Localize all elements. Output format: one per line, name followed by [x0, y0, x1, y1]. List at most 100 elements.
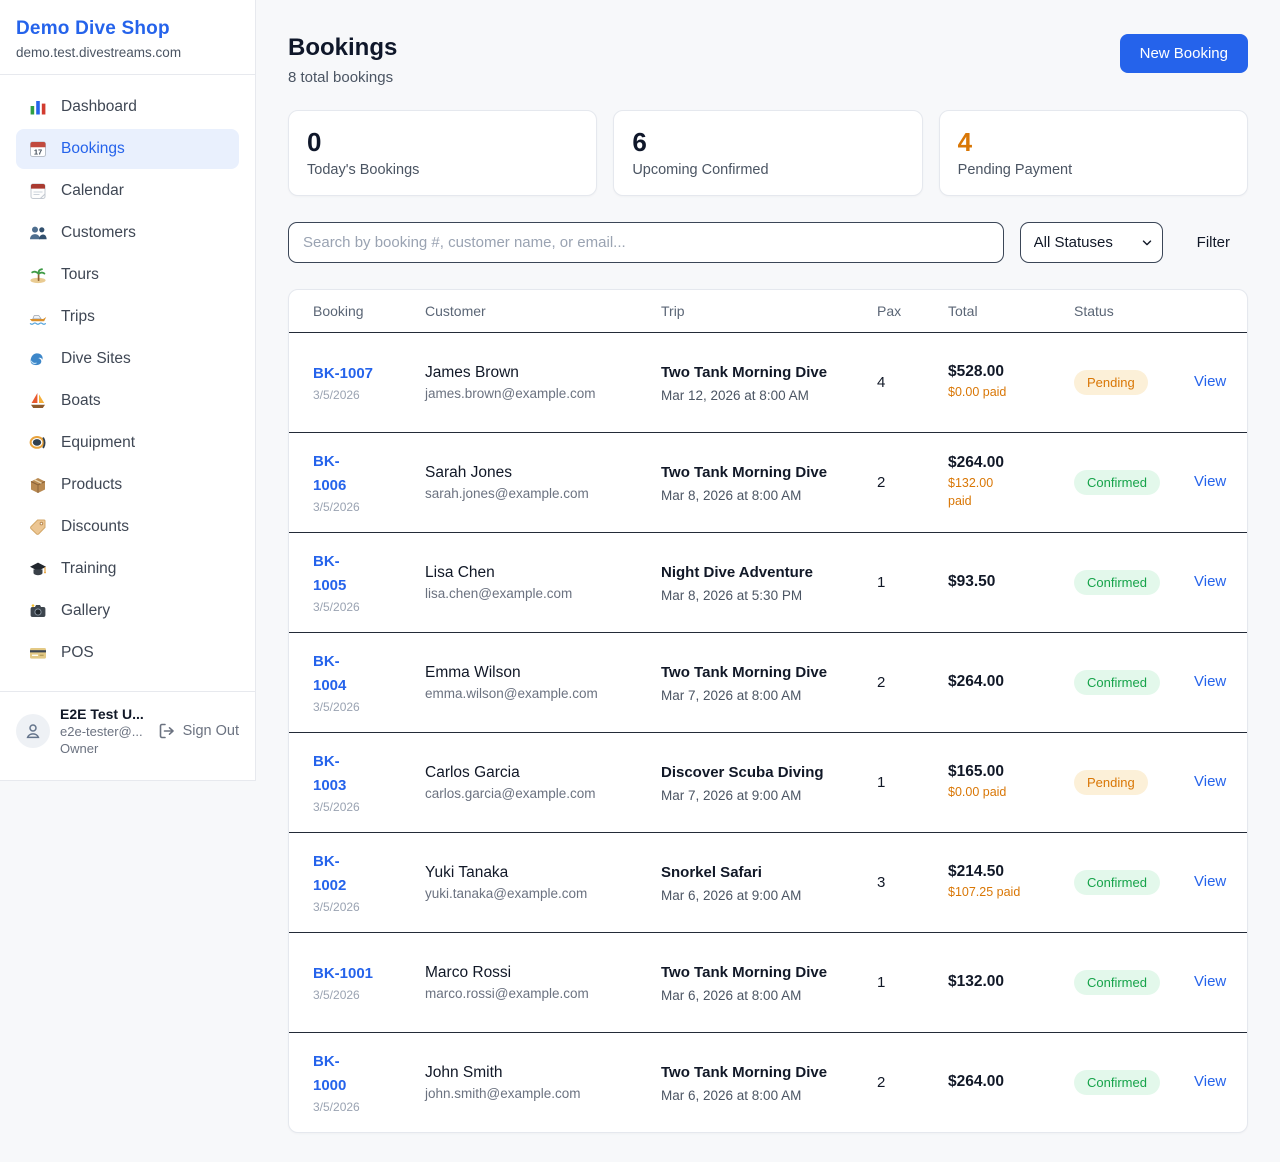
total-cell: $214.50 $107.25 paid — [948, 863, 1074, 902]
sidebar-item-tours[interactable]: Tours — [16, 255, 239, 295]
bookings-table: Booking Customer Trip Pax Total Status B… — [288, 288, 1248, 1133]
sidebar-item-dashboard[interactable]: Dashboard — [16, 87, 239, 127]
view-link[interactable]: View — [1194, 373, 1227, 391]
view-cell: View — [1194, 1073, 1226, 1091]
view-cell: View — [1194, 373, 1226, 391]
trip-cell: Two Tank Morning Dive Mar 12, 2026 at 8:… — [661, 361, 877, 403]
view-link[interactable]: View — [1194, 573, 1227, 591]
view-link[interactable]: View — [1194, 473, 1227, 491]
trip-cell: Discover Scuba Diving Mar 7, 2026 at 9:0… — [661, 761, 877, 803]
booking-date: 3/5/2026 — [313, 388, 360, 403]
sidebar-item-calendar[interactable]: Calendar — [16, 171, 239, 211]
booking-date: 3/5/2026 — [313, 499, 360, 514]
booking-id-link[interactable]: BK-1006 — [313, 453, 347, 494]
customer-cell: James Brown james.brown@example.com — [425, 364, 661, 401]
brand-link[interactable]: Demo Dive Shop — [16, 18, 170, 39]
booking-id-link[interactable]: BK-1005 — [313, 553, 347, 594]
nav-item-label: Gallery — [61, 602, 111, 619]
total-amount: $264.00 — [948, 454, 1005, 472]
booking-id-link[interactable]: BK-1002 — [313, 853, 347, 894]
booking-date: 3/5/2026 — [313, 799, 360, 814]
search-input[interactable] — [288, 221, 1004, 263]
trip-datetime: Mar 8, 2026 at 8:00 AM — [661, 488, 802, 504]
table-row: BK-1005 3/5/2026 Lisa Chen lisa.chen@exa… — [289, 531, 1247, 632]
view-cell: View — [1194, 873, 1226, 891]
sidebar-item-equipment[interactable]: Equipment — [16, 423, 239, 463]
view-link[interactable]: View — [1194, 773, 1227, 791]
view-cell: View — [1194, 473, 1226, 491]
trip-cell: Two Tank Morning Dive Mar 7, 2026 at 8:0… — [661, 661, 877, 703]
sidebar-item-discounts[interactable]: Discounts — [16, 507, 239, 547]
stat-label: Pending Payment — [957, 161, 1073, 178]
customer-email: sarah.jones@example.com — [425, 485, 589, 501]
people-icon — [28, 223, 48, 243]
status-badge: Confirmed — [1074, 1069, 1160, 1095]
brand-domain: demo.test.divestreams.com — [16, 45, 182, 60]
booking-id-link[interactable]: BK-1003 — [313, 753, 347, 794]
customer-email: carlos.garcia@example.com — [425, 785, 596, 801]
sidebar-item-customers[interactable]: Customers — [16, 213, 239, 253]
booking-date: 3/5/2026 — [313, 1099, 360, 1114]
pax-count: 1 — [877, 573, 886, 591]
view-link[interactable]: View — [1194, 973, 1227, 991]
customer-email: lisa.chen@example.com — [425, 585, 573, 601]
status-badge: Confirmed — [1074, 869, 1160, 895]
wave-icon — [28, 349, 48, 369]
total-amount: $264.00 — [948, 673, 1005, 691]
trip-name: Two Tank Morning Dive — [661, 363, 828, 381]
booking-cell: BK-1002 3/5/2026 — [313, 850, 425, 914]
sign-out-button[interactable]: Sign Out — [157, 721, 239, 741]
sidebar-item-gallery[interactable]: Gallery — [16, 591, 239, 631]
camera-icon — [28, 601, 48, 621]
status-badge: Confirmed — [1074, 469, 1160, 495]
status-select[interactable]: All Statuses — [1019, 221, 1163, 263]
new-booking-button[interactable]: New Booking — [1119, 34, 1248, 73]
booking-id-link[interactable]: BK-1001 — [313, 964, 374, 982]
credit-card-icon — [28, 643, 48, 663]
booking-date: 3/5/2026 — [313, 899, 360, 914]
sidebar-item-training[interactable]: Training — [16, 549, 239, 589]
sidebar-item-bookings[interactable]: 17 Bookings — [16, 129, 239, 169]
page-title: Bookings — [288, 34, 398, 61]
trip-name: Two Tank Morning Dive — [661, 963, 828, 981]
booking-id-link[interactable]: BK-1004 — [313, 653, 347, 694]
filter-button[interactable]: Filter — [1179, 234, 1248, 251]
pax-count: 1 — [877, 773, 886, 791]
total-cell: $264.00 — [948, 673, 1074, 691]
stat-value: 6 — [632, 127, 647, 157]
trip-name: Two Tank Morning Dive — [661, 663, 828, 681]
nav-item-label: Customers — [61, 224, 136, 241]
pax-count: 2 — [877, 1073, 886, 1091]
svg-text:17: 17 — [34, 147, 42, 156]
sidebar-item-pos[interactable]: POS — [16, 633, 239, 673]
customer-email: james.brown@example.com — [425, 385, 596, 401]
table-row: BK-1002 3/5/2026 Yuki Tanaka yuki.tanaka… — [289, 831, 1247, 932]
trip-cell: Night Dive Adventure Mar 8, 2026 at 5:30… — [661, 561, 877, 603]
status-cell: Pending — [1074, 369, 1194, 395]
total-amount: $528.00 — [948, 362, 1005, 380]
stat-card-todays-bookings: 0 Today's Bookings — [288, 110, 598, 196]
customer-cell: Yuki Tanaka yuki.tanaka@example.com — [425, 864, 661, 901]
trip-datetime: Mar 12, 2026 at 8:00 AM — [661, 388, 809, 404]
stat-card-upcoming-confirmed: 6 Upcoming Confirmed — [613, 110, 923, 196]
view-link[interactable]: View — [1194, 873, 1227, 891]
view-link[interactable]: View — [1194, 1073, 1227, 1091]
package-icon — [28, 475, 48, 495]
booking-id-link[interactable]: BK-1007 — [313, 364, 374, 382]
trip-name: Discover Scuba Diving — [661, 763, 824, 781]
sidebar-item-trips[interactable]: Trips — [16, 297, 239, 337]
trip-cell: Two Tank Morning Dive Mar 8, 2026 at 8:0… — [661, 461, 877, 503]
view-link[interactable]: View — [1194, 673, 1227, 691]
booking-id-link[interactable]: BK-1000 — [313, 1053, 347, 1094]
sidebar-item-dive-sites[interactable]: Dive Sites — [16, 339, 239, 379]
sidebar-item-products[interactable]: Products — [16, 465, 239, 505]
booking-cell: BK-1001 3/5/2026 — [313, 962, 425, 1002]
customer-cell: John Smith john.smith@example.com — [425, 1064, 661, 1101]
sign-out-icon — [157, 721, 177, 741]
page-header: Bookings 8 total bookings New Booking — [288, 34, 1248, 86]
stats-row: 0 Today's Bookings 6 Upcoming Confirmed … — [288, 110, 1248, 196]
table-row: BK-1001 3/5/2026 Marco Rossi marco.rossi… — [289, 931, 1247, 1032]
sidebar-item-boats[interactable]: Boats — [16, 381, 239, 421]
trip-cell: Two Tank Morning Dive Mar 6, 2026 at 8:0… — [661, 961, 877, 1003]
customer-cell: Carlos Garcia carlos.garcia@example.com — [425, 764, 661, 801]
